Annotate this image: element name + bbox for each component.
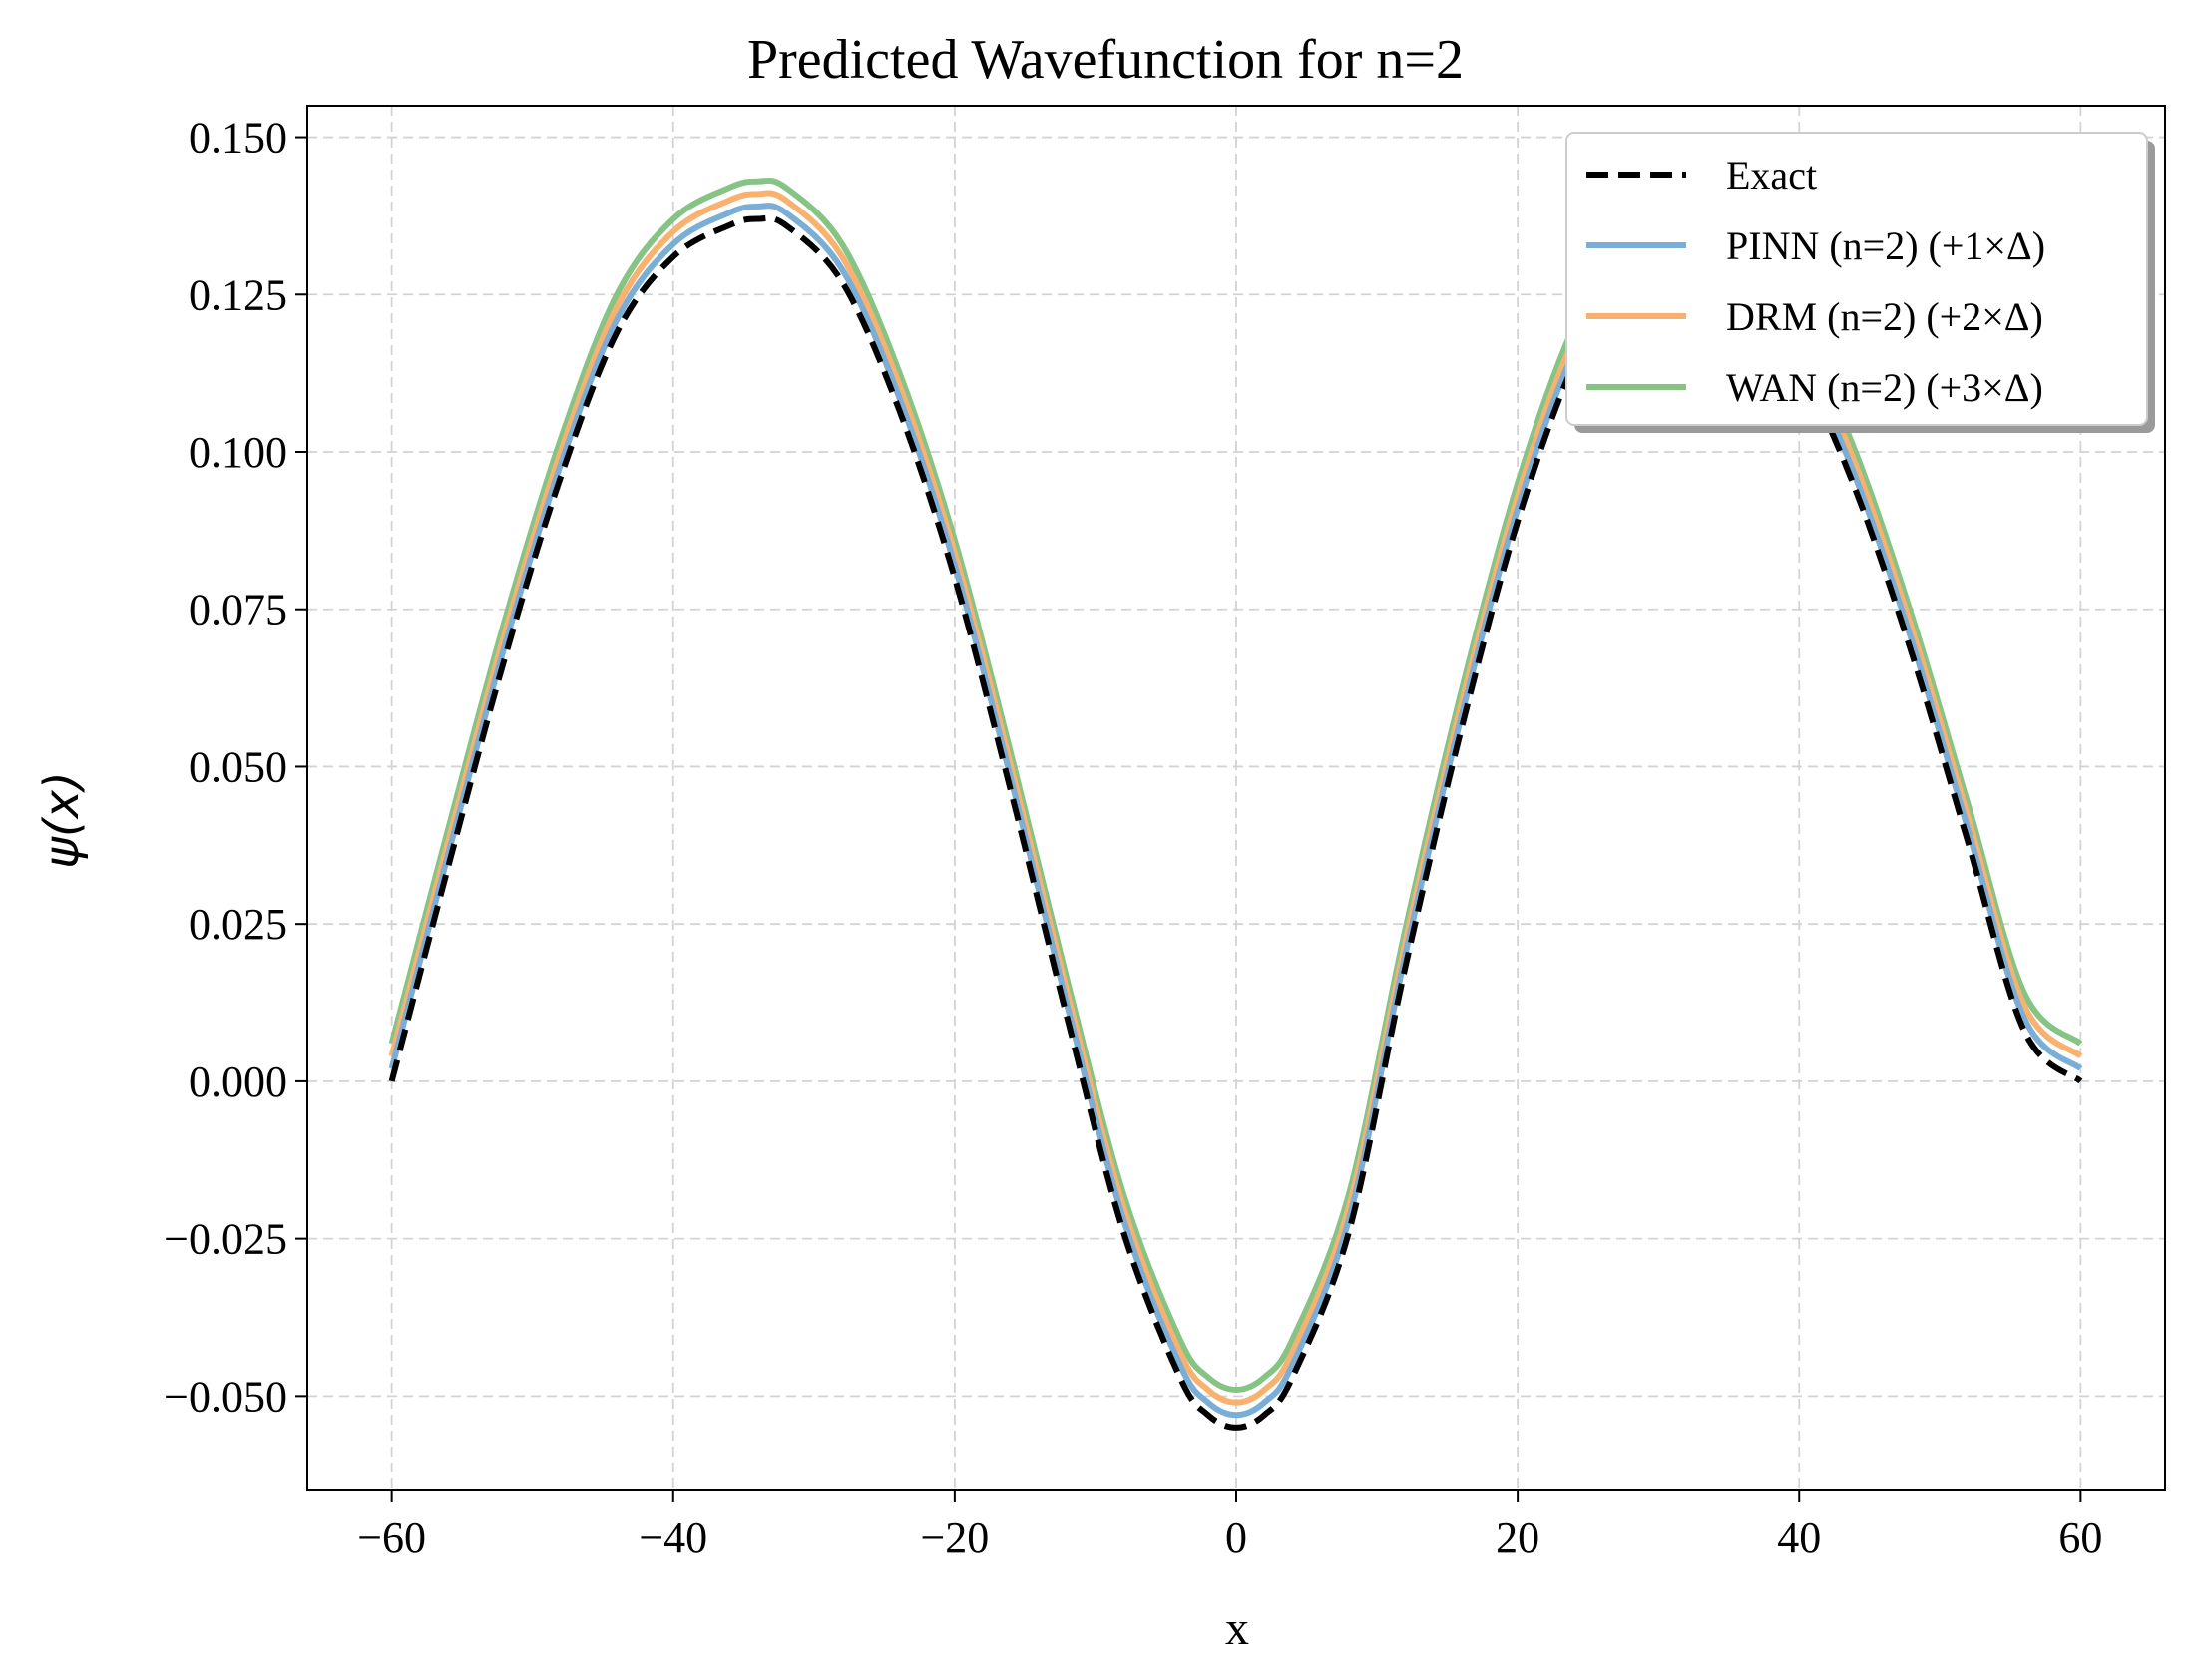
x-axis-label: x <box>1225 1602 1249 1655</box>
series-line-exact <box>388 214 2083 1431</box>
x-tick-label: −60 <box>357 1513 426 1562</box>
y-tick-label: 0.100 <box>189 428 287 477</box>
y-tick-label: 0.075 <box>189 586 287 634</box>
y-tick-label: −0.025 <box>164 1215 287 1264</box>
legend-label-pinn: PINN (n=2) (+1×Δ) <box>1726 223 2045 268</box>
legend: Exact PINN (n=2) (+1×Δ) DRM (n=2) (+2×Δ) WA… <box>1565 132 2155 433</box>
grid-layer <box>307 106 2165 1490</box>
y-tick-label: 0.050 <box>189 742 287 791</box>
y-tick-label: 0.000 <box>189 1057 287 1106</box>
legend-label-drm: DRM (n=2) (+2×Δ) <box>1726 294 2043 339</box>
legend-box <box>1565 132 2148 426</box>
chart-title: Predicted Wavefunction for n=2 <box>747 29 1464 91</box>
tick-layer: −60 −40 −20 0 20 40 60 0.150 0.125 0.100 0.075 0.05… <box>164 114 2102 1562</box>
legend-label-exact: Exact <box>1726 153 1817 198</box>
x-tick-label: 40 <box>1777 1513 1821 1562</box>
x-tick-label: −40 <box>639 1513 707 1562</box>
y-tick-label: 0.150 <box>189 114 287 163</box>
legend-label-wan: WAN (n=2) (+3×Δ) <box>1726 365 2043 410</box>
x-tick-label: 60 <box>2058 1513 2102 1562</box>
x-tick-label: 0 <box>1225 1513 1247 1562</box>
y-axis-label: ψ(x) <box>34 771 90 869</box>
x-tick-label: −20 <box>920 1513 989 1562</box>
x-tick-label: 20 <box>1496 1513 1539 1562</box>
y-tick-label: 0.025 <box>189 900 287 949</box>
y-tick-label: −0.050 <box>164 1372 287 1421</box>
y-tick-label: 0.125 <box>189 270 287 319</box>
